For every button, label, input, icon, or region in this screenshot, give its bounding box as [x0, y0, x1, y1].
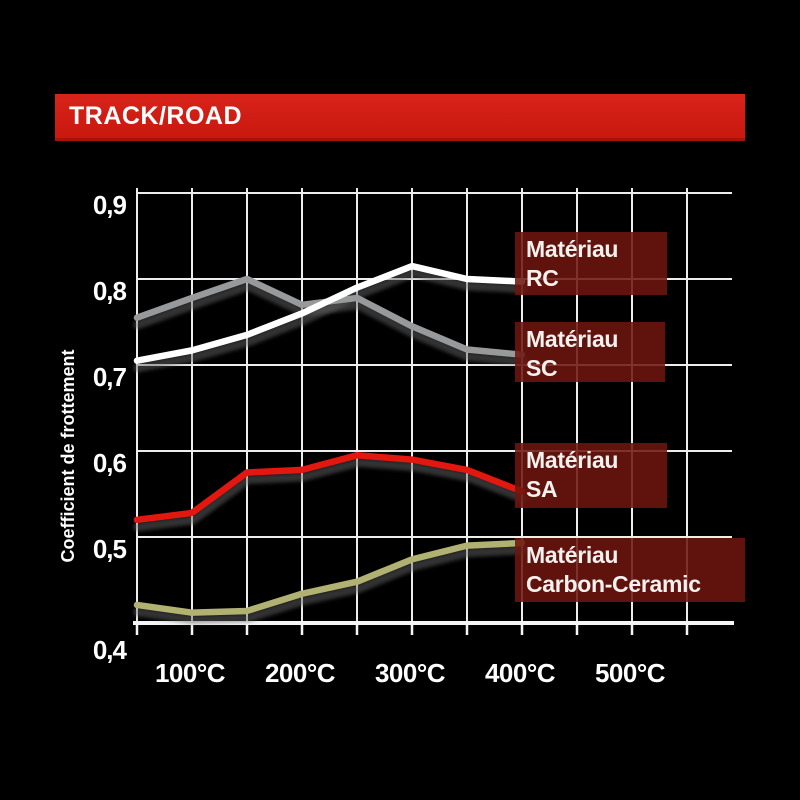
- legend-material-word: Matériau: [526, 326, 619, 352]
- legend-box-sa: Matériau SA: [515, 443, 667, 508]
- curve-shadow: [133, 268, 528, 373]
- legend-material-code: SC: [526, 355, 558, 381]
- series-line-rc: [133, 262, 526, 364]
- legend-material-code: RC: [526, 265, 559, 291]
- legend-material-word: Matériau: [526, 447, 619, 473]
- legend-material-code: SA: [526, 476, 558, 502]
- y-tick-label: 0,5: [92, 534, 127, 564]
- series-line-carbon-ceramic: [133, 539, 526, 616]
- legend-material-word: Matériau: [526, 236, 619, 262]
- legend-material-word: Matériau: [526, 542, 619, 568]
- y-tick-label: 0,7: [92, 362, 127, 392]
- y-tick-label: 0,6: [92, 448, 127, 478]
- legend-material-code: Carbon-Ceramic: [526, 571, 701, 597]
- x-tick-label: 100°C: [154, 658, 226, 688]
- legend-box-carbon-ceramic: Matériau Carbon-Ceramic: [515, 538, 745, 602]
- x-tick-label: 200°C: [264, 658, 336, 688]
- x-tick-label: 500°C: [594, 658, 666, 688]
- curve-shadow: [133, 545, 528, 625]
- curve-shadow: [133, 457, 528, 532]
- legend-box-sc: Matériau SC: [515, 322, 665, 382]
- y-tick-label: 0,9: [92, 190, 127, 220]
- y-tick-label: 0,4: [92, 635, 127, 665]
- series-line-sa: [133, 452, 526, 524]
- header-title: TRACK/ROAD: [69, 101, 243, 130]
- x-tick-label: 300°C: [374, 658, 446, 688]
- header-banner: TRACK/ROAD: [55, 94, 745, 141]
- legend-box-rc: Matériau RC: [515, 232, 667, 295]
- series-line-sc: [133, 275, 526, 358]
- x-tick-label: 400°C: [484, 658, 556, 688]
- y-tick-label: 0,8: [92, 276, 127, 306]
